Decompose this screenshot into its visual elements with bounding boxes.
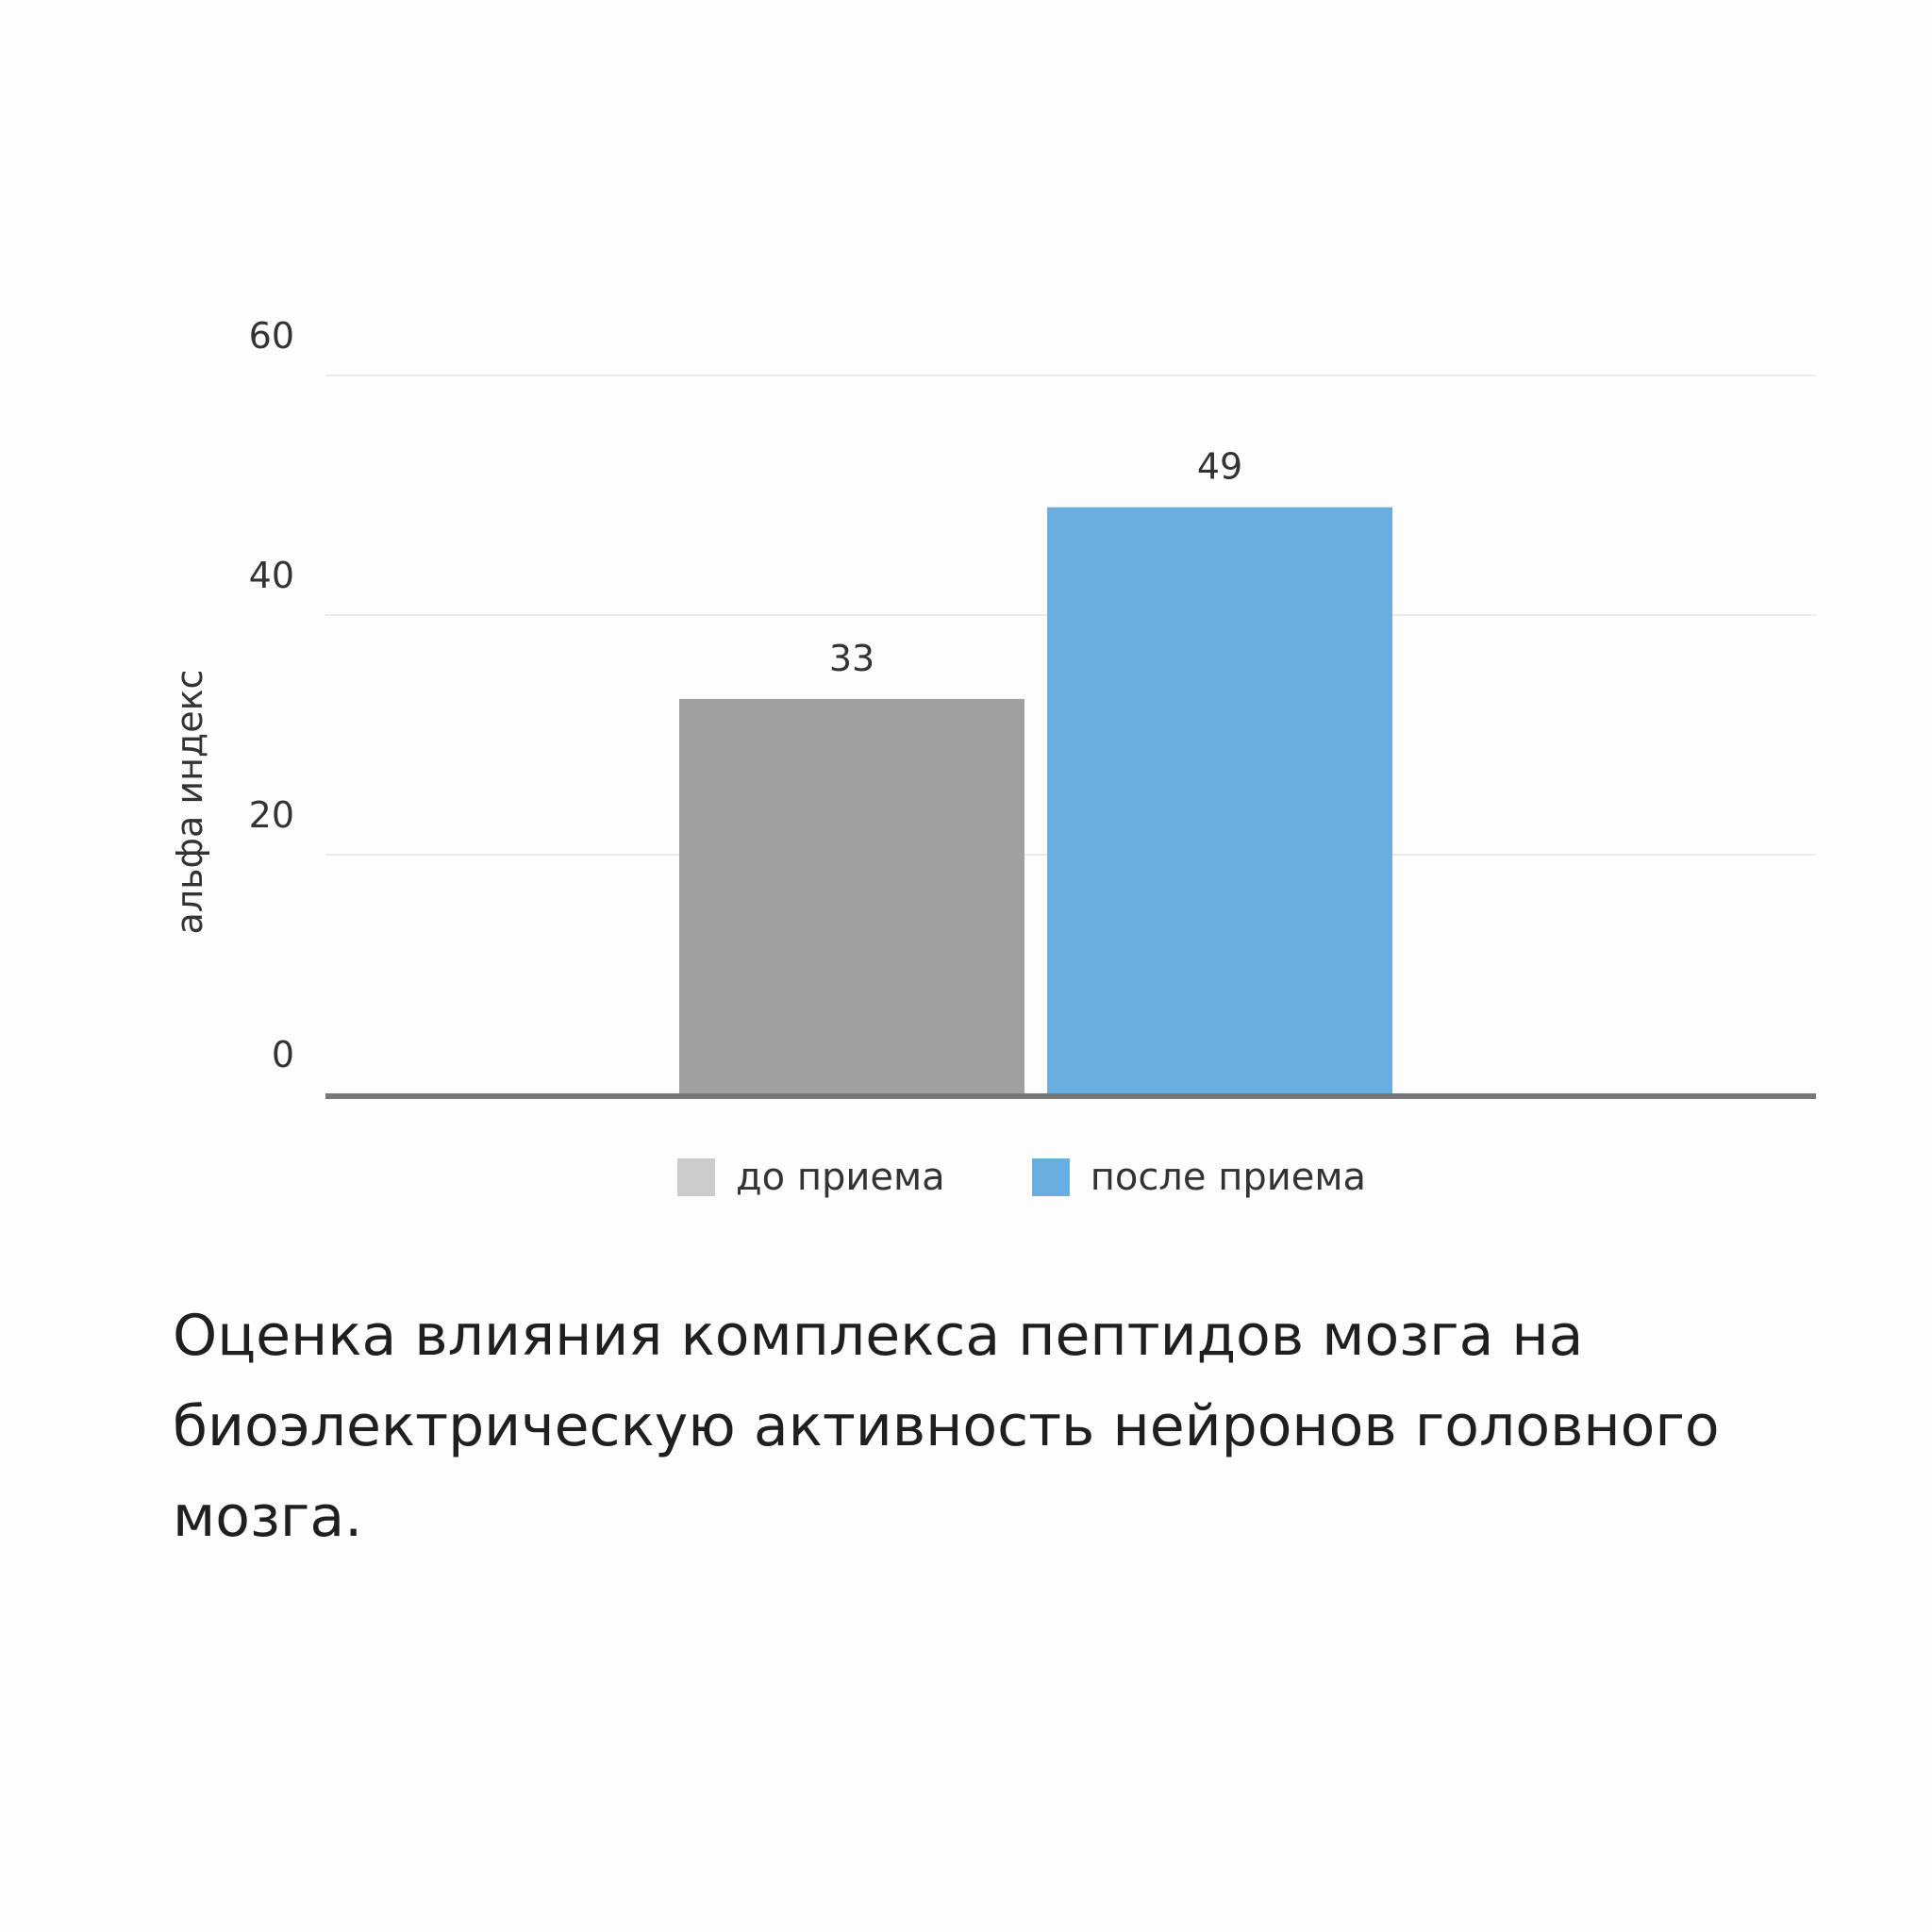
data-label-after: 49	[1197, 446, 1242, 488]
legend-item-after: после приема	[1031, 1156, 1367, 1199]
y-tick-label-60: 60	[249, 315, 294, 357]
legend-label-before: до приема	[736, 1156, 945, 1199]
legend-swatch-after	[1031, 1158, 1070, 1196]
legend-label-after: после приема	[1090, 1156, 1367, 1199]
legend-swatch-before	[677, 1158, 715, 1196]
y-tick-label-0: 0	[272, 1034, 294, 1075]
bar-after	[1047, 507, 1392, 1094]
legend-item-before: до приема	[677, 1156, 945, 1199]
figure-caption: Оценка влияния комплекса пептидов мозга …	[173, 1303, 1720, 1550]
y-tick-label-40: 40	[249, 555, 294, 596]
y-axis-title: альфа индекс	[169, 670, 210, 935]
y-tick-label-20: 20	[249, 794, 294, 836]
data-label-before: 33	[829, 638, 874, 679]
chart-legend: до приема после приема	[677, 1156, 1453, 1199]
bar-before	[679, 698, 1024, 1094]
bar-chart: 0 20 40 60 33 49 альфа индекс	[169, 315, 1816, 1099]
